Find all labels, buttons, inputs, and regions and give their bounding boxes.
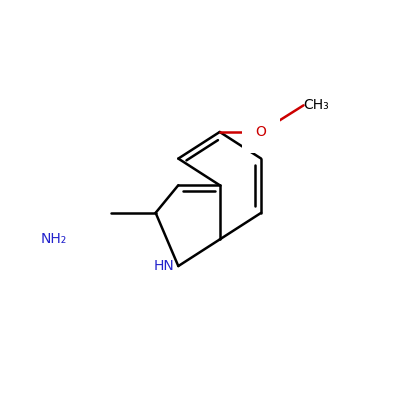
Text: HN: HN <box>154 259 174 273</box>
Text: CH₃: CH₃ <box>304 98 329 112</box>
Text: O: O <box>256 125 266 139</box>
Text: NH₂: NH₂ <box>41 232 67 246</box>
